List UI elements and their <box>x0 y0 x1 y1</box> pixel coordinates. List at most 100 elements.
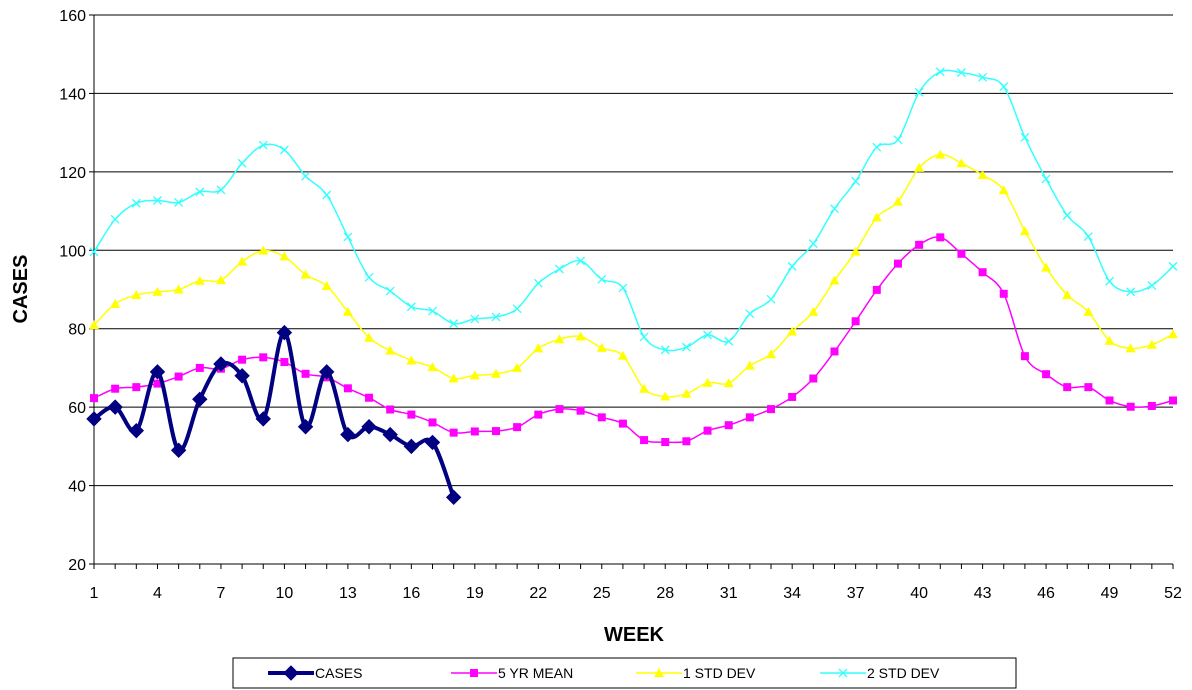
data-point <box>365 393 374 402</box>
data-point <box>914 87 924 97</box>
data-point <box>702 377 713 387</box>
data-point <box>491 312 501 322</box>
x-tick-label: 22 <box>529 585 547 602</box>
data-point <box>830 204 839 214</box>
data-point <box>576 406 585 415</box>
data-point <box>681 342 691 352</box>
data-point <box>661 438 670 447</box>
data-point <box>808 306 819 316</box>
y-tick-label: 140 <box>59 86 86 103</box>
data-point <box>238 355 247 364</box>
data-point <box>576 256 586 266</box>
data-point <box>1063 383 1072 392</box>
data-point <box>448 373 459 383</box>
data-point <box>1062 210 1072 220</box>
data-point <box>301 369 310 378</box>
data-point <box>703 330 713 340</box>
data-point <box>276 324 293 341</box>
legend-box <box>232 657 1017 689</box>
data-point <box>1146 339 1157 349</box>
x-tick-label: 40 <box>910 585 928 602</box>
data-point <box>111 384 120 393</box>
x-tick-label: 10 <box>276 585 294 602</box>
data-point <box>89 320 99 330</box>
data-point <box>301 171 311 181</box>
data-point <box>956 68 966 78</box>
data-point <box>640 436 649 445</box>
data-point <box>424 434 441 451</box>
data-point <box>110 214 120 224</box>
y-tick-label: 160 <box>59 8 86 25</box>
data-point <box>1105 396 1114 405</box>
data-point <box>449 428 458 437</box>
data-point <box>935 67 945 77</box>
data-point <box>617 350 628 360</box>
data-point <box>999 289 1008 298</box>
data-point <box>213 356 229 372</box>
data-point <box>682 437 691 446</box>
data-point <box>1104 335 1115 345</box>
data-point <box>1042 370 1051 379</box>
data-point <box>195 187 205 197</box>
data-point <box>279 251 290 261</box>
data-point <box>490 368 501 378</box>
data-point <box>575 331 586 341</box>
data-point <box>382 426 398 443</box>
data-point <box>343 384 352 393</box>
x-tick-label: 52 <box>1164 585 1182 602</box>
data-point <box>132 383 141 392</box>
data-point <box>403 438 420 455</box>
data-point <box>829 275 840 285</box>
x-axis-title: WEEK <box>604 624 665 646</box>
data-point <box>596 342 607 352</box>
data-point <box>618 283 628 293</box>
data-point <box>195 363 204 372</box>
data-point <box>343 232 353 242</box>
data-point <box>192 391 208 408</box>
legend-label: 5 YR MEAN <box>498 665 573 681</box>
data-point <box>1083 306 1094 316</box>
data-point <box>89 247 99 257</box>
data-point <box>428 418 437 427</box>
data-point <box>744 360 755 370</box>
data-point <box>767 405 776 414</box>
data-point <box>237 256 248 266</box>
y-tick-label: 20 <box>68 557 86 574</box>
data-point <box>703 426 712 435</box>
data-point <box>215 275 226 285</box>
y-tick-label: 40 <box>68 479 86 496</box>
series-cases <box>86 324 462 506</box>
series-line <box>93 69 1174 352</box>
legend-item: 2 STD DEV <box>820 665 940 681</box>
data-point <box>234 368 250 384</box>
data-point <box>533 343 544 353</box>
data-point <box>893 259 902 268</box>
data-point <box>618 419 627 428</box>
data-point <box>597 274 607 284</box>
data-point <box>470 314 480 324</box>
data-point <box>977 169 988 179</box>
series-layer <box>86 67 1178 506</box>
data-point <box>279 145 289 155</box>
data-point <box>513 423 522 432</box>
data-point <box>1020 132 1030 142</box>
axes <box>93 15 1173 565</box>
data-point <box>364 272 374 282</box>
data-point <box>956 158 967 168</box>
x-ticks: 1 4 7 10 13 16 19 22 25 28 31 34 37 40 43 46 49 52 <box>90 564 1182 602</box>
series-line <box>93 153 1174 398</box>
data-point <box>86 411 102 427</box>
data-point <box>406 302 416 312</box>
legend-marker <box>838 668 848 678</box>
data-point <box>639 383 650 393</box>
data-point <box>1126 402 1135 411</box>
data-point <box>386 405 395 414</box>
data-point <box>319 364 335 380</box>
data-point <box>107 399 123 415</box>
data-point <box>153 196 162 205</box>
data-point <box>364 332 375 342</box>
data-point <box>237 158 247 168</box>
data-point <box>300 269 311 279</box>
data-point <box>745 309 755 319</box>
data-point <box>533 278 543 288</box>
